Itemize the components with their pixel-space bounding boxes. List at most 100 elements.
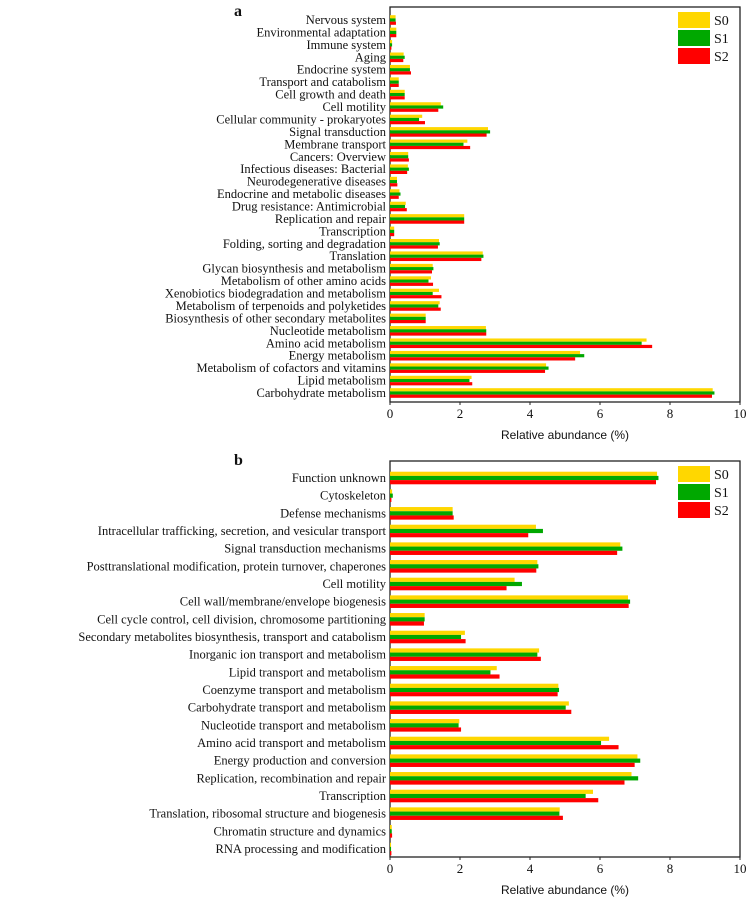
bar-S0 xyxy=(390,201,406,205)
bar-S2 xyxy=(390,480,656,485)
category-label: Carbohydrate transport and metabolism xyxy=(188,701,386,715)
bar-S1 xyxy=(390,291,433,296)
bar-S0 xyxy=(390,64,410,69)
legend-swatch-S1 xyxy=(678,30,710,46)
category-label: Coenzyme transport and metabolism xyxy=(202,683,386,697)
bar-S1 xyxy=(390,670,491,675)
bar-S2 xyxy=(390,727,462,732)
bar-S2 xyxy=(390,568,537,573)
legend-swatch-S0 xyxy=(678,12,710,28)
bar-S2 xyxy=(390,550,618,555)
bar-S2 xyxy=(390,307,441,311)
bar-S2 xyxy=(390,158,409,162)
category-label: Endocrine and metabolic diseases xyxy=(217,187,386,201)
bar-S0 xyxy=(390,560,538,565)
bar-S2 xyxy=(390,621,424,626)
bar-S0 xyxy=(390,151,409,156)
category-label: Biosynthesis of other secondary metaboli… xyxy=(165,311,386,325)
category-label: Metabolism of other amino acids xyxy=(221,274,386,288)
bar-S1 xyxy=(390,599,631,604)
bar-S1 xyxy=(390,341,642,345)
bar-S1 xyxy=(390,391,715,395)
bar-S0 xyxy=(390,666,497,671)
bar-S1 xyxy=(390,528,543,534)
category-label: Endocrine system xyxy=(297,63,386,77)
category-label: Glycan biosynthesis and metabolism xyxy=(202,262,386,276)
bar-S0 xyxy=(390,807,560,812)
bar-S0 xyxy=(390,226,395,230)
bar-S2 xyxy=(390,656,541,661)
x-tick-label: 4 xyxy=(527,861,534,876)
bar-S0 xyxy=(390,114,423,118)
bar-S2 xyxy=(390,692,558,697)
legend: S0 S1 S2 xyxy=(678,12,729,65)
bar-S2 xyxy=(390,780,625,785)
category-label: Folding, sorting and degradation xyxy=(223,237,387,251)
bar-S0 xyxy=(390,77,399,81)
bar-S2 xyxy=(390,639,466,644)
category-label: Metabolism of terpenoids and polyketides xyxy=(176,299,387,313)
bar-S2 xyxy=(390,709,572,714)
bar-S0 xyxy=(390,40,393,44)
bar-S0 xyxy=(390,754,638,759)
bar-S1 xyxy=(390,130,491,134)
legend-swatch-S2 xyxy=(678,48,710,64)
x-tick-label: 2 xyxy=(457,406,464,421)
bar-S1 xyxy=(390,564,539,569)
bar-S1 xyxy=(390,758,641,763)
bar-S0 xyxy=(390,214,465,218)
bar-S2 xyxy=(390,58,404,63)
bar-S1 xyxy=(390,105,444,109)
legend-label: S1 xyxy=(714,486,729,501)
bar-S2 xyxy=(390,586,507,591)
panel-label: a xyxy=(234,3,242,20)
bar-S0 xyxy=(390,363,547,367)
bar-S1 xyxy=(390,267,434,271)
bar-S0 xyxy=(390,313,426,317)
bar-S0 xyxy=(390,350,581,355)
bar-S2 xyxy=(390,245,438,249)
bar-S1 xyxy=(390,740,602,746)
category-label: Carbohydrate metabolism xyxy=(257,386,387,400)
bar-S0 xyxy=(390,471,658,476)
category-label: Replication, recombination and repair xyxy=(196,771,386,785)
bar-S0 xyxy=(390,15,396,19)
bar-S1 xyxy=(390,316,426,320)
bar-S2 xyxy=(390,96,405,100)
bar-S2 xyxy=(390,270,432,274)
bar-S0 xyxy=(390,239,439,243)
bar-S1 xyxy=(390,93,405,97)
category-label: Cell growth and death xyxy=(275,88,386,102)
bar-S2 xyxy=(390,515,454,520)
bar-S1 xyxy=(390,378,470,383)
bar-S1 xyxy=(390,776,639,781)
bar-S0 xyxy=(390,338,647,342)
bar-S0 xyxy=(390,613,425,618)
bar-S2 xyxy=(390,394,712,398)
category-label: Chromatin structure and dynamics xyxy=(213,824,386,838)
category-label: Nucleotide metabolism xyxy=(270,324,387,338)
bar-S2 xyxy=(390,133,487,137)
category-label: RNA processing and modification xyxy=(216,842,387,856)
x-tick-label: 0 xyxy=(387,406,394,421)
bar-S0 xyxy=(390,139,468,143)
bar-S2 xyxy=(390,46,392,50)
bar-S1 xyxy=(390,811,560,816)
legend-label: S2 xyxy=(714,50,729,65)
bar-S0 xyxy=(390,388,713,392)
bar-S1 xyxy=(390,192,401,196)
bar-S1 xyxy=(390,204,406,209)
bar-S1 xyxy=(390,155,409,159)
x-tick-label: 10 xyxy=(734,406,747,421)
bar-S1 xyxy=(390,217,465,221)
bar-S1 xyxy=(390,634,462,640)
bar-S0 xyxy=(390,825,392,830)
bar-S2 xyxy=(390,145,471,150)
bar-S1 xyxy=(390,80,399,84)
category-label: Energy metabolism xyxy=(289,349,387,363)
bar-S2 xyxy=(390,833,393,838)
category-label: Metabolism of cofactors and vitamins xyxy=(196,361,386,375)
bar-S0 xyxy=(390,489,393,494)
bar-S2 xyxy=(390,344,653,349)
